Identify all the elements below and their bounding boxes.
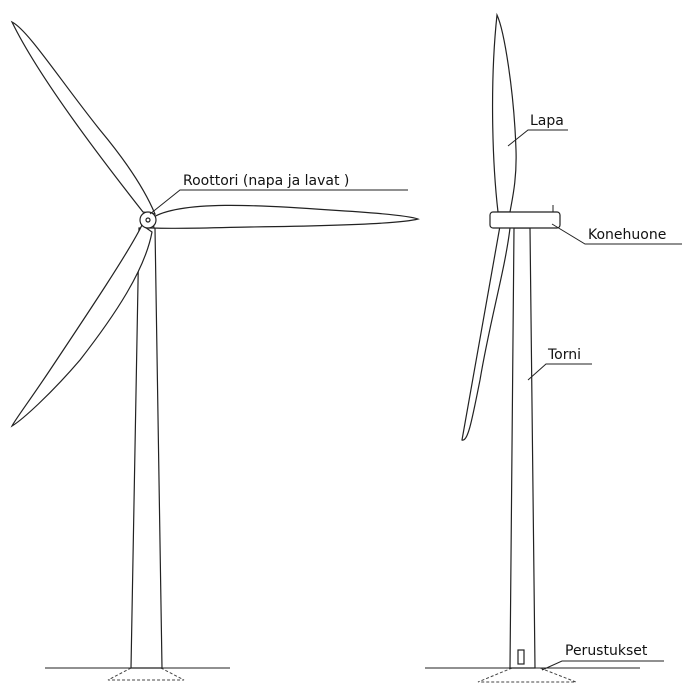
annotations: Roottori (napa ja lavat ) Lapa Konehuone… <box>149 113 682 671</box>
leader-line <box>541 660 664 671</box>
leader-line <box>507 129 568 147</box>
blade-label: Lapa <box>530 113 564 129</box>
tower <box>509 227 536 669</box>
tower-label: Torni <box>547 347 581 363</box>
leader-line <box>551 223 682 245</box>
blade <box>491 12 517 213</box>
right-turbine <box>425 12 640 683</box>
tower <box>130 227 163 669</box>
leader-line <box>149 189 408 215</box>
blade <box>461 225 511 441</box>
foundation <box>477 667 577 683</box>
blade <box>151 204 420 230</box>
left-turbine <box>10 20 420 681</box>
rotor-label: Roottori (napa ja lavat ) <box>183 173 349 189</box>
door <box>517 649 525 665</box>
hub-center <box>145 217 151 223</box>
foundation-label: Perustukset <box>565 643 648 659</box>
blade <box>10 20 156 215</box>
nacelle-label: Konehuone <box>588 227 666 243</box>
leader-line <box>527 363 592 381</box>
nacelle <box>489 211 561 229</box>
blade <box>10 224 153 428</box>
foundation <box>107 667 185 681</box>
